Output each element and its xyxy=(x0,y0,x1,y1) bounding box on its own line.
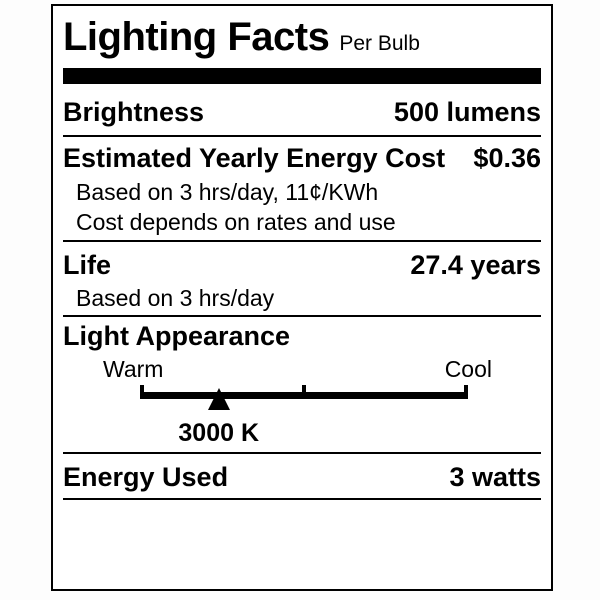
energy-cost-section: Estimated Yearly Energy Cost $0.36 Based… xyxy=(63,137,541,242)
color-temperature-scale xyxy=(63,385,541,413)
scale-track xyxy=(140,385,468,410)
brightness-label: Brightness xyxy=(63,97,205,127)
energy-cost-note-disclaimer: Cost depends on rates and use xyxy=(76,209,396,235)
brightness-row: Brightness 500 lumens xyxy=(63,84,541,137)
scale-tick-left xyxy=(140,385,144,399)
temperature-value: 3000 K xyxy=(178,419,260,447)
lighting-facts-label: Lighting Facts Per Bulb Brightness 500 l… xyxy=(51,4,553,591)
energy-cost-row: Estimated Yearly Energy Cost $0.36 xyxy=(63,145,541,172)
energy-used-row: Energy Used 3 watts xyxy=(63,454,541,500)
life-section: Life 27.4 years Based on 3 hrs/day xyxy=(63,242,541,317)
energy-cost-note-basis: Based on 3 hrs/day, 11¢/KWh xyxy=(76,179,379,205)
energy-cost-label: Estimated Yearly Energy Cost xyxy=(63,143,446,173)
energy-used-value: 3 watts xyxy=(449,462,541,492)
energy-cost-value: $0.36 xyxy=(473,143,541,173)
energy-used-label: Energy Used xyxy=(63,462,229,492)
label-title: Lighting Facts xyxy=(63,15,330,59)
life-label: Life xyxy=(63,250,112,280)
temperature-value-row: 3000 K xyxy=(63,421,541,446)
warm-cool-labels: Warm Cool xyxy=(63,357,541,381)
light-appearance-label: Light Appearance xyxy=(63,321,291,351)
label-per-unit: Per Bulb xyxy=(339,32,420,55)
thick-divider-bar xyxy=(63,68,541,84)
temperature-value-track: 3000 K xyxy=(140,421,468,446)
scale-tick-right xyxy=(464,385,468,399)
scale-tick-middle xyxy=(302,385,306,399)
life-row: Life 27.4 years xyxy=(63,252,541,279)
life-value: 27.4 years xyxy=(410,250,541,280)
light-appearance-section: Light Appearance Warm Cool 3000 K xyxy=(63,317,541,454)
warm-label: Warm xyxy=(103,356,164,382)
brightness-value: 500 lumens xyxy=(393,97,541,127)
temperature-marker-triangle xyxy=(207,388,230,410)
label-header: Lighting Facts Per Bulb xyxy=(63,6,541,61)
life-note-basis: Based on 3 hrs/day xyxy=(76,285,275,311)
cool-label: Cool xyxy=(444,356,492,382)
